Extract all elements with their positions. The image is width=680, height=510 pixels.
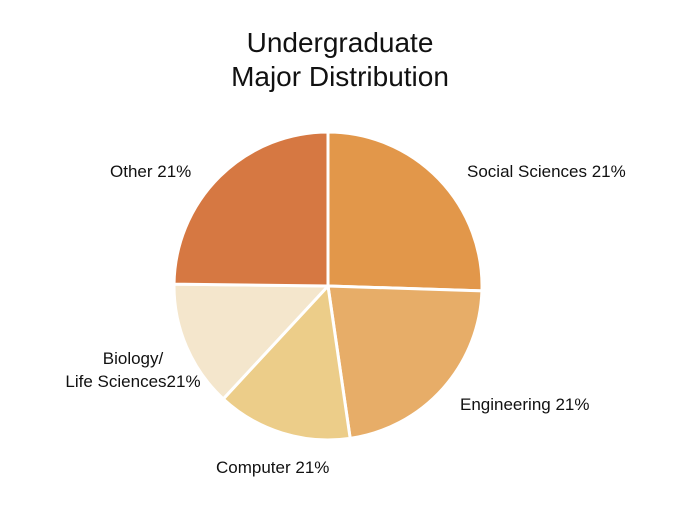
slice-label-social-sciences: Social Sciences 21% <box>467 162 626 181</box>
chart-title-line-2: Major Distribution <box>231 61 449 92</box>
chart-title: Undergraduate Major Distribution <box>0 26 680 94</box>
pie-slice-engineering <box>326 284 484 440</box>
slice-label-biology-line-1: Biology/ <box>102 349 164 368</box>
pie-slice-biology-life-sciences <box>172 282 330 401</box>
pie-slice-computer <box>221 284 352 442</box>
pie-slice-other <box>172 130 330 288</box>
slice-label-computer: Computer 21% <box>216 458 330 477</box>
slice-label-biology-line-2: Life Sciences21% <box>65 372 201 391</box>
chart-title-line-1: Undergraduate <box>246 27 434 58</box>
slice-label-biology-life-sciences: Biology/ Life Sciences21% <box>60 347 206 393</box>
slice-label-engineering: Engineering 21% <box>460 395 590 414</box>
pie-slice-social-sciences <box>326 130 484 293</box>
slice-label-other: Other 21% <box>110 162 192 181</box>
